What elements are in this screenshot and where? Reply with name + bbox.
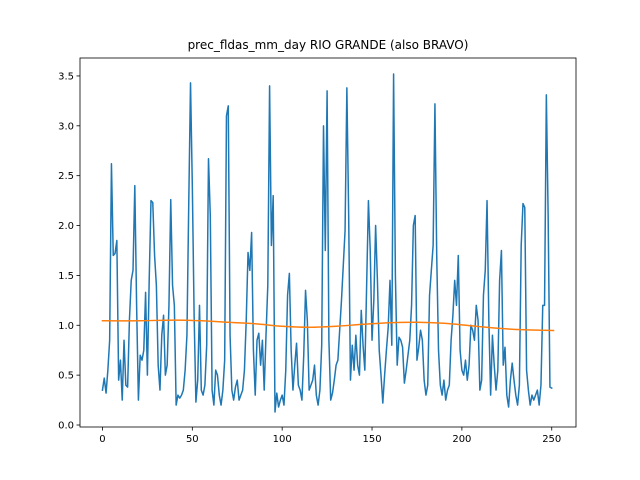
y-tick-label: 1.5 — [58, 271, 74, 282]
x-tick-label: 150 — [362, 434, 381, 445]
x-axis: 0 50 100 150 200 250 — [99, 427, 561, 445]
y-tick-label: 2.0 — [58, 221, 74, 232]
x-tick-label: 0 — [99, 434, 105, 445]
y-tick-label: 0.0 — [58, 421, 74, 432]
y-tick-label: 2.5 — [58, 171, 74, 182]
x-tick-label: 100 — [273, 434, 292, 445]
x-tick-label: 50 — [186, 434, 199, 445]
y-tick-label: 3.5 — [58, 71, 74, 82]
chart-title: prec_fldas_mm_day RIO GRANDE (also BRAVO… — [188, 38, 469, 52]
y-tick-label: 3.0 — [58, 121, 74, 132]
y-tick-label: 1.0 — [58, 321, 74, 332]
x-tick-label: 250 — [542, 434, 561, 445]
y-tick-label: 0.5 — [58, 371, 74, 382]
y-axis: 0.0 0.5 1.0 1.5 2.0 2.5 3.0 3.5 — [58, 71, 80, 432]
x-tick-label: 200 — [452, 434, 471, 445]
series-layer — [101, 73, 555, 413]
plot-frame — [79, 57, 577, 428]
series-line-trend — [101, 319, 555, 332]
series-line-precipitation — [101, 73, 553, 413]
